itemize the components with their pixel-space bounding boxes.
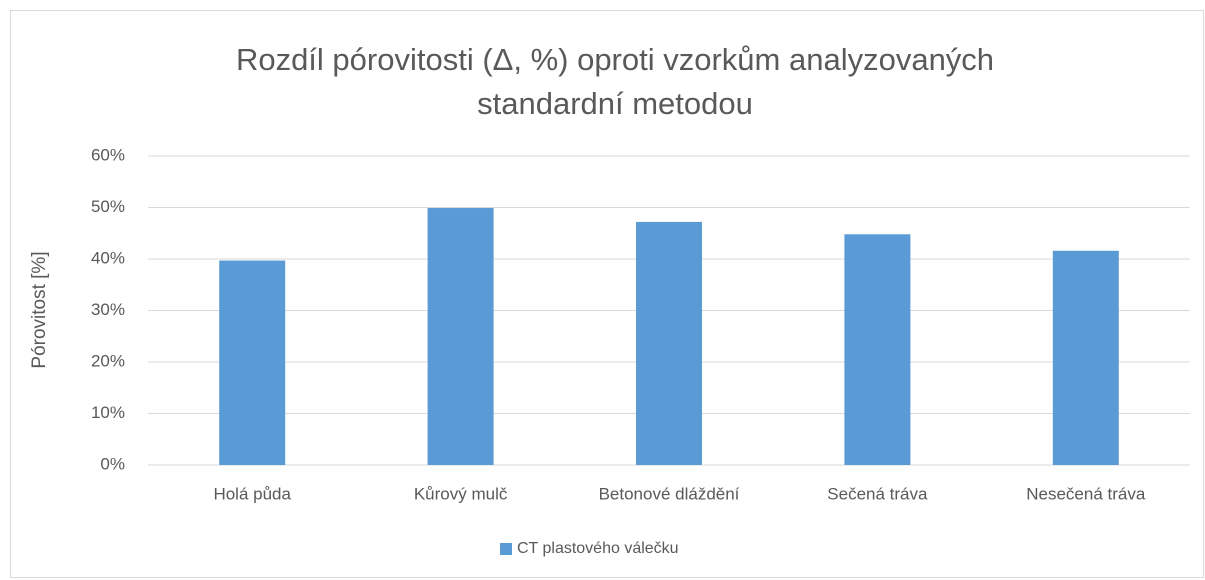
y-tick-label: 30%: [91, 300, 125, 319]
chart-border: [10, 10, 1204, 578]
x-tick-label: Holá půda: [213, 484, 291, 503]
bar: [1052, 250, 1119, 465]
y-tick-label: 50%: [91, 197, 125, 216]
y-axis-label: Pórovitost [%]: [29, 251, 50, 368]
bar: [427, 208, 494, 465]
legend-label: CT plastového válečku: [517, 540, 679, 557]
y-tick-label: 0%: [100, 454, 125, 473]
y-tick-label: 40%: [91, 248, 125, 267]
bar: [219, 260, 286, 465]
x-tick-label: Kůrový mulč: [414, 484, 508, 503]
bar: [844, 234, 911, 465]
y-tick-label: 10%: [91, 403, 125, 422]
x-tick-label: Betonové dláždění: [599, 484, 740, 503]
x-tick-label: Nesečená tráva: [1026, 484, 1146, 503]
x-tick-label: Sečená tráva: [827, 484, 928, 503]
bar: [636, 221, 702, 465]
y-tick-label: 60%: [91, 145, 125, 164]
chart-title: Rozdíl pórovitosti (Δ, %) oproti vzorkům…: [235, 42, 995, 121]
legend-swatch: [500, 543, 512, 555]
y-tick-label: 20%: [91, 351, 125, 370]
